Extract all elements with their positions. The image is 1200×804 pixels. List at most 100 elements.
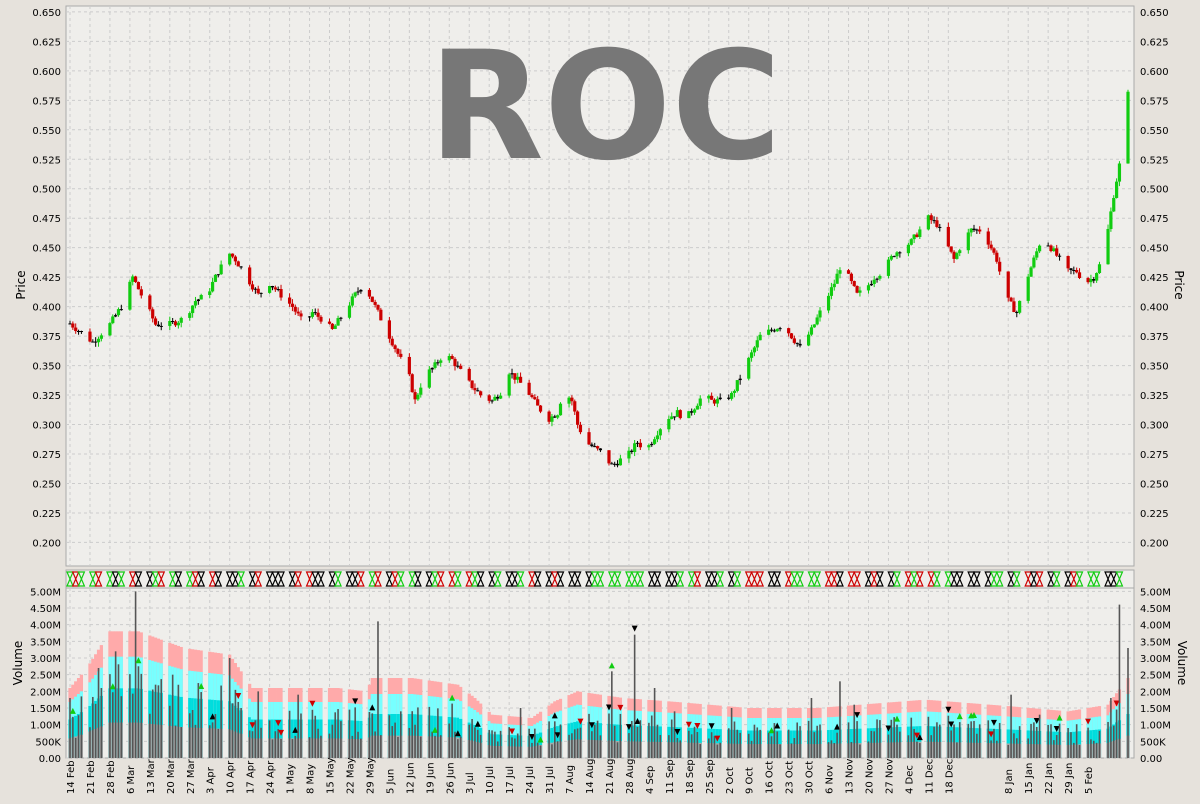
date-tick-label: 25 Sep [705,759,716,794]
price-bar-body [1089,279,1093,283]
price-bar-body [878,275,882,279]
date-tick-label: 3 Apr [206,766,217,794]
price-bar-body [111,316,115,324]
volume-y-axis-right: 0.00 500K 1.00M 1.50M 2.00M 2.50M 3.00M 3.50M 4.… [1140,587,1171,765]
price-bar-body [91,341,95,343]
signal-marker [168,571,177,587]
signal-marker [995,571,1004,587]
price-bar-body [453,358,457,367]
signal-marker [77,571,86,587]
volume-signal-arrow [605,704,612,711]
price-tick-label: 0.650 [1140,8,1169,19]
price-bar-body [812,324,816,328]
date-tick-label: 22 Jan [1044,763,1055,794]
date-tick-label: 31 Jul [545,766,556,794]
signal-marker [151,571,160,587]
signal-marker [773,571,782,587]
volume-signal-arrow [109,683,116,690]
price-bar-body [433,362,437,368]
volume-signal-arrow [69,707,76,714]
price-bar-body [153,318,158,325]
price-bar-body [396,348,400,354]
signal-marker [664,571,673,587]
price-bar-body [595,446,600,449]
price-bar-body [915,234,919,237]
price-bar-body [279,289,283,298]
price-bar-body [427,369,431,388]
volume-signal-arrow [135,657,142,664]
signal-marker [505,571,514,587]
signal-marker [237,571,246,587]
volume-signal-arrow [948,721,955,728]
price-bar-body [313,312,317,314]
volume-tick-label: 1.00M [1140,721,1171,732]
price-bar-body [250,284,255,290]
price-tick-label: 0.375 [1140,332,1169,343]
signal-marker [727,571,736,587]
volume-signal-arrow [834,723,841,730]
volume-axis-label-right: Volume [1175,641,1189,686]
price-bar-body [727,397,731,399]
price-bar-body [838,270,842,274]
price-bar-body [119,309,123,311]
price-tick-label: 0.275 [1140,450,1169,461]
volume-signal-arrow [352,698,359,705]
price-tick-label: 0.225 [32,509,61,520]
signal-marker [465,571,474,587]
signal-marker [1029,571,1038,587]
price-bar-body [316,312,320,317]
signal-marker [288,571,297,587]
price-bar-body [852,281,856,286]
signal-marker [556,571,565,587]
price-bar-body [213,274,218,282]
price-bar-body [849,273,853,282]
volume-signal-arrow [674,729,681,736]
price-bar-body [889,256,893,260]
volume-tick-label: 2.50M [1140,671,1171,682]
signal-marker [1092,571,1101,587]
price-bar-body [610,463,614,465]
price-bar-body [353,292,357,297]
signal-marker [488,571,496,587]
price-bar-body [638,442,642,448]
signal-marker [305,571,314,587]
price-bar-body [239,266,243,268]
price-bar-body [310,312,314,317]
price-bar-body [168,321,172,326]
price-tick-label: 0.200 [32,538,61,549]
price-bar-body [1029,267,1033,277]
price-tick-label: 0.500 [32,185,61,196]
signal-marker [915,571,924,587]
price-bar-body [995,252,999,262]
price-tick-label: 0.625 [32,37,61,48]
signal-marker [653,571,662,587]
signal-marker [265,571,274,587]
signal-marker [317,571,325,587]
signal-marker [1047,571,1055,587]
signal-marker [311,571,320,587]
volume-signal-arrow [916,734,923,741]
signal-marker [328,571,337,587]
price-bar-body [1032,257,1036,268]
signal-marker [967,571,976,587]
price-bar-body [730,392,734,399]
price-bar-body [253,288,257,290]
volume-tick-label: 4.00M [1140,621,1171,632]
date-tick-label: 21 Feb [86,760,97,794]
price-bar-body [1012,301,1016,313]
volume-signal-arrow [894,715,901,722]
price-bar-body [339,317,343,319]
price-tick-label: 0.500 [1140,185,1169,196]
signal-marker [824,571,833,587]
price-bar-body [695,405,699,410]
price-bar-body [156,324,161,327]
price-bar-body [293,306,297,312]
price-bar-body [1117,163,1122,182]
price-bar-body [510,373,514,375]
price-bar-body [690,411,694,413]
price-bar-body [658,429,662,436]
price-tick-label: 0.550 [1140,126,1169,137]
price-bar-body [952,251,956,259]
price-bar-body [687,411,691,419]
volume-signal-arrow [990,719,997,726]
